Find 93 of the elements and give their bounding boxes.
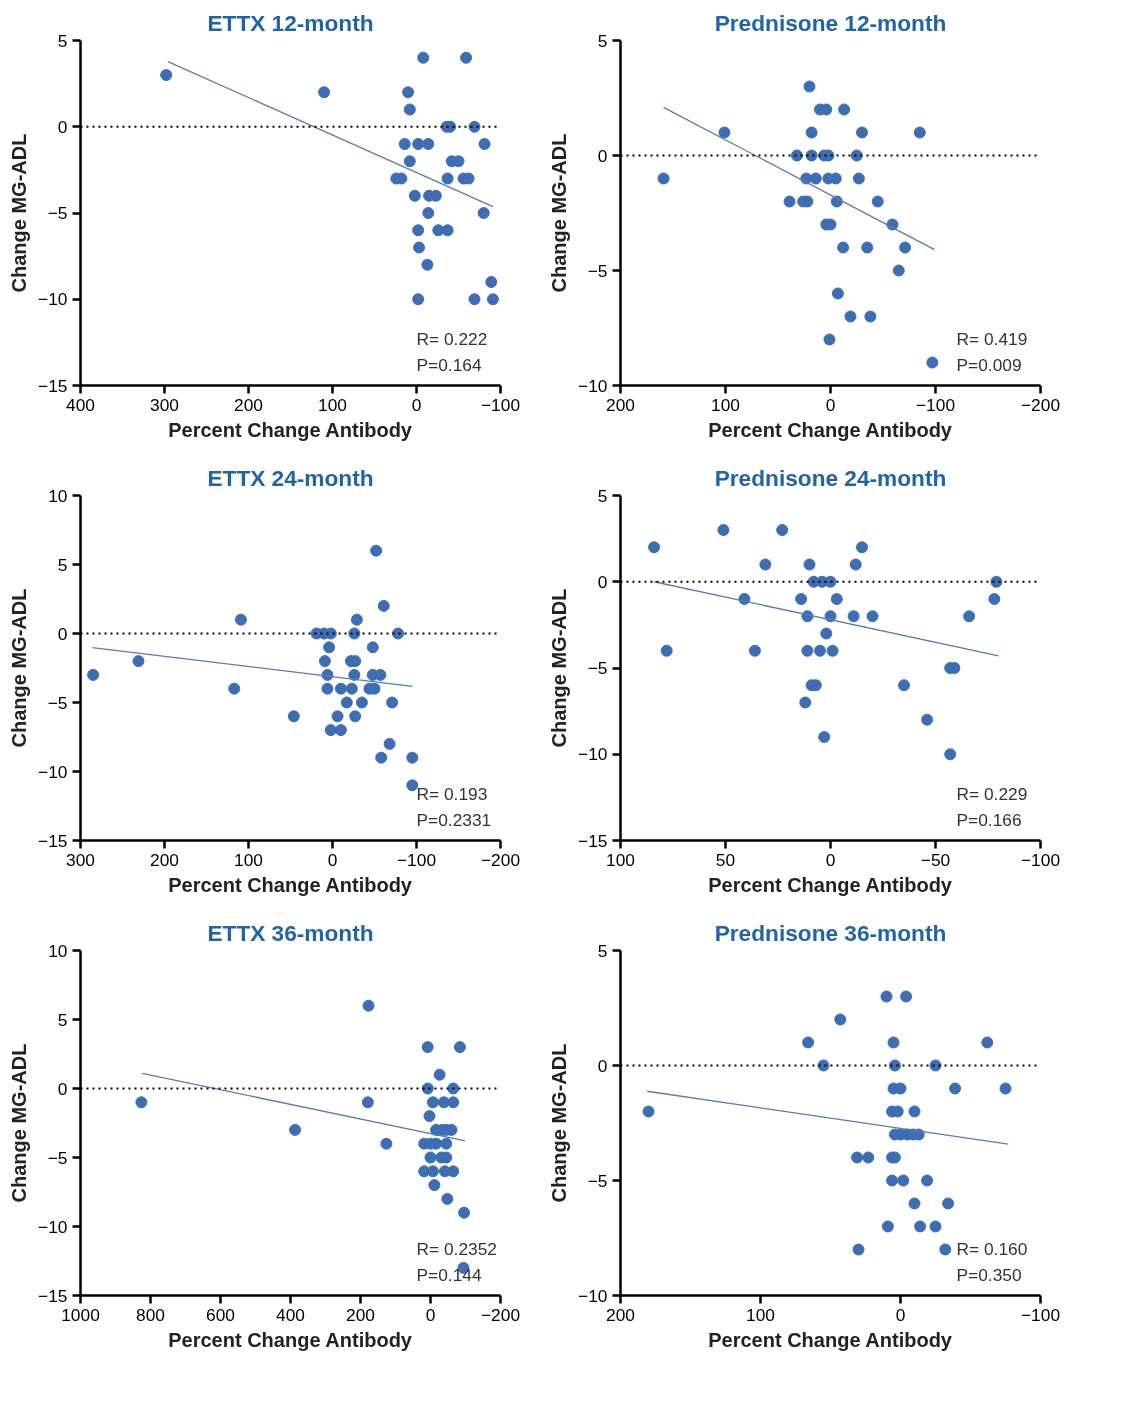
chart-title: Prednisone 12-month (714, 9, 947, 36)
x-axis-title: Percent Change Antibody (708, 418, 953, 441)
y-tick-label: −15 (38, 830, 68, 851)
x-tick-label: 100 (318, 394, 347, 415)
y-tick-label: 5 (597, 485, 608, 506)
y-tick-label: −15 (38, 1285, 68, 1306)
annotation: R= 0.193 (416, 784, 488, 805)
y-tick-label: 0 (597, 145, 608, 166)
y-tick-label: 10 (48, 485, 68, 506)
annotation: P=0.164 (416, 355, 482, 376)
x-tick-label: 300 (66, 849, 95, 870)
x-axis-title: Percent Change Antibody (708, 1328, 953, 1351)
annotation: R= 0.229 (956, 784, 1028, 805)
y-tick-label: −10 (578, 1285, 608, 1306)
annotation: R= 0.160 (956, 1239, 1028, 1260)
y-tick-label: −5 (587, 260, 608, 281)
x-tick-label: 200 (606, 1304, 635, 1325)
annotation: R= 0.419 (956, 329, 1028, 350)
y-tick-label: −5 (47, 203, 68, 223)
y-axis-title: Change MG-ADL (8, 133, 31, 293)
annotation: P=0.2331 (416, 810, 492, 831)
y-tick-label: 5 (597, 30, 608, 51)
annotation: R= 0.2352 (416, 1239, 497, 1260)
y-tick-label: 5 (57, 1009, 68, 1030)
y-tick-label: −5 (587, 658, 608, 678)
x-tick-label: 100 (606, 849, 635, 870)
x-tick-label: 1000 (61, 1304, 100, 1325)
y-tick-label: −15 (38, 375, 68, 396)
x-tick-label: 0 (411, 394, 422, 415)
y-tick-label: −5 (47, 692, 68, 713)
x-tick-label: 300 (150, 394, 179, 415)
x-tick-label: −50 (920, 849, 951, 870)
y-axis-title: Change MG-ADL (548, 1043, 571, 1203)
y-axis-title: Change MG-ADL (548, 588, 571, 748)
annotation: P=0.350 (956, 1265, 1022, 1286)
x-tick-label: −100 (480, 394, 521, 415)
x-tick-label: 200 (150, 849, 179, 870)
y-tick-label: 0 (57, 1078, 68, 1099)
annotation: P=0.166 (956, 810, 1022, 831)
x-axis-title: Percent Change Antibody (168, 873, 413, 896)
x-tick-label: 0 (327, 849, 338, 870)
annotation: R= 0.222 (416, 329, 488, 350)
y-tick-label: −10 (38, 761, 68, 782)
x-tick-label: 400 (276, 1304, 305, 1325)
x-tick-label: −200 (480, 1304, 521, 1325)
y-tick-label: 5 (57, 30, 68, 51)
x-tick-label: 600 (206, 1304, 235, 1325)
y-tick-label: −5 (587, 1170, 608, 1191)
y-tick-label: 0 (597, 1055, 608, 1076)
x-tick-label: 0 (825, 849, 836, 870)
y-tick-label: −10 (38, 1216, 68, 1237)
y-tick-label: 0 (57, 623, 68, 644)
x-tick-label: 400 (66, 394, 95, 415)
x-axis-title: Percent Change Antibody (168, 418, 413, 441)
y-axis-title: Change MG-ADL (8, 1043, 31, 1203)
chart-title: Prednisone 24-month (714, 464, 947, 491)
x-tick-label: 50 (715, 849, 736, 870)
y-tick-label: −5 (47, 1147, 68, 1168)
x-tick-label: 800 (136, 1304, 165, 1325)
chart-title: ETTX 12-month (207, 9, 374, 36)
y-tick-label: −10 (578, 744, 608, 765)
annotation: P=0.144 (416, 1265, 482, 1286)
y-axis-title: Change MG-ADL (8, 588, 31, 748)
y-tick-label: 0 (597, 571, 608, 592)
y-tick-label: 5 (57, 554, 68, 575)
x-tick-label: 100 (234, 849, 263, 870)
chart-title: ETTX 36-month (207, 919, 374, 946)
x-tick-label: −100 (1020, 849, 1061, 870)
x-axis-title: Percent Change Antibody (708, 873, 953, 896)
x-tick-label: 200 (234, 394, 263, 415)
x-tick-label: −100 (396, 849, 437, 870)
x-tick-label: 0 (825, 394, 836, 415)
x-tick-label: −200 (1020, 394, 1061, 415)
chart-title: Prednisone 36-month (714, 919, 947, 946)
x-axis-title: Percent Change Antibody (168, 1328, 413, 1351)
x-tick-label: 200 (606, 394, 635, 415)
y-tick-label: 10 (48, 940, 68, 961)
x-tick-label: −100 (1020, 1304, 1061, 1325)
x-tick-label: 100 (746, 1304, 775, 1325)
x-tick-label: −100 (915, 394, 956, 415)
x-tick-label: −200 (480, 849, 521, 870)
y-tick-label: 5 (597, 940, 608, 961)
x-tick-label: 0 (895, 1304, 906, 1325)
chart-title: ETTX 24-month (207, 464, 374, 491)
y-tick-label: −10 (38, 289, 68, 310)
y-tick-label: 0 (57, 116, 68, 137)
annotation: P=0.009 (956, 355, 1022, 376)
x-tick-label: 0 (425, 1304, 436, 1325)
y-tick-label: −15 (578, 830, 608, 851)
y-axis-title: Change MG-ADL (548, 133, 571, 293)
x-tick-label: 100 (711, 394, 740, 415)
x-tick-label: 200 (346, 1304, 375, 1325)
y-tick-label: −10 (578, 375, 608, 396)
